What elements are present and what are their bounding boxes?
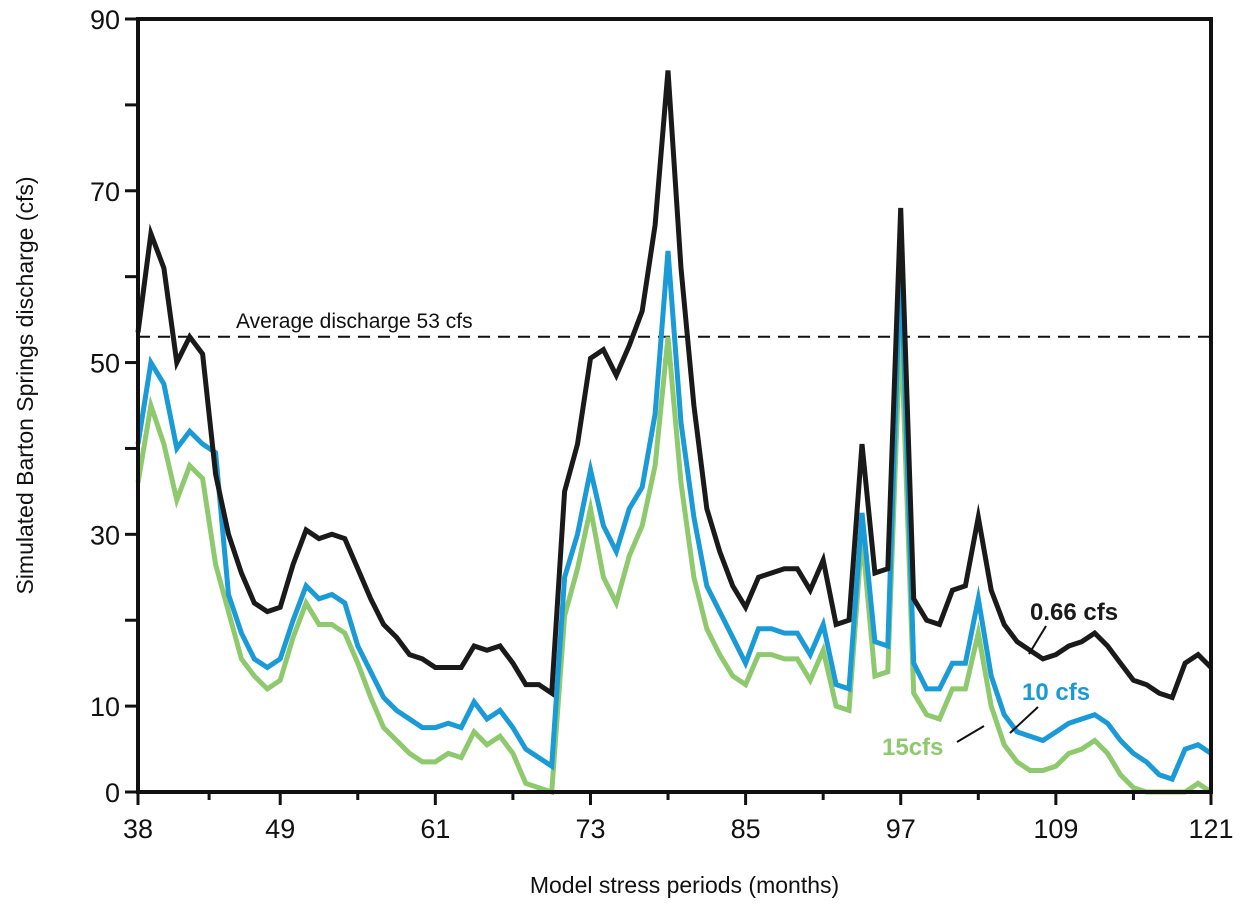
series-label-0-66-cfs: 0.66 cfs [1030, 599, 1118, 626]
x-tick-label: 85 [731, 814, 761, 844]
chart-labels: 38 49 61 73 85 97 109 121 0 10 30 50 70 90 Model stres… [12, 5, 1234, 898]
plot-frame [136, 17, 1213, 794]
leader-line-10-cfs [1009, 706, 1039, 734]
x-tick-label: 121 [1188, 814, 1233, 844]
x-tick-label: 49 [265, 814, 295, 844]
leader-line-15cfs [956, 725, 985, 743]
x-tick-label: 73 [575, 814, 605, 844]
average-discharge-label: Average discharge 53 cfs [236, 310, 473, 333]
x-axis-title: Model stress periods (months) [530, 872, 839, 898]
x-tick-label: 97 [886, 814, 916, 844]
series-label-15cfs: 15cfs [882, 734, 943, 761]
x-tick-label: 61 [420, 814, 450, 844]
series-line-0-66-cfs [135, 70, 1213, 701]
y-axis-title: Simulated Barton Springs discharge (cfs) [12, 176, 38, 594]
y-tick-label: 10 [90, 692, 120, 722]
y-tick-label: 0 [105, 778, 120, 808]
series-label-10-cfs: 10 cfs [1022, 679, 1090, 706]
series-line-15cfs [135, 319, 1213, 796]
axis-ticks [125, 17, 1213, 805]
series-lines [135, 70, 1213, 796]
y-tick-label: 90 [90, 5, 120, 35]
x-tick-label: 109 [1033, 814, 1078, 844]
y-tick-label: 30 [90, 520, 120, 550]
x-tick-label: 38 [123, 814, 153, 844]
y-tick-label: 50 [90, 349, 120, 379]
series-line-10-cfs [135, 250, 1213, 783]
y-tick-label: 70 [90, 177, 120, 207]
leader-line-0-66-cfs [1028, 625, 1047, 655]
